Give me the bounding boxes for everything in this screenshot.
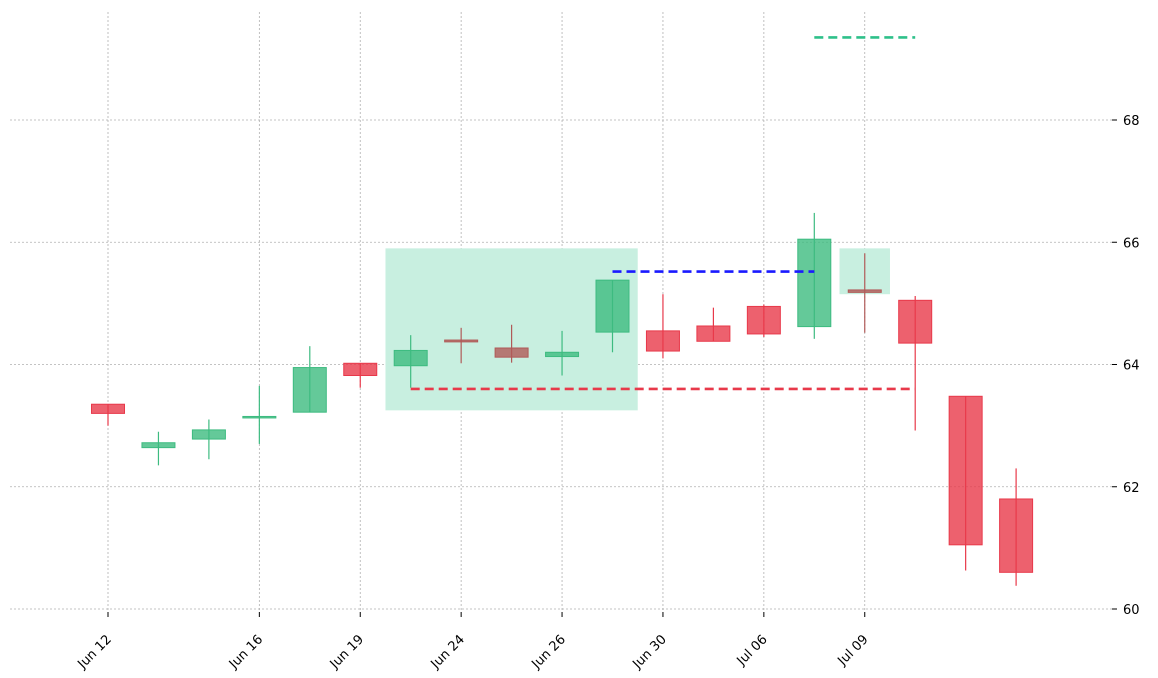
x-tick-label: Jun 30 <box>629 632 669 672</box>
x-tick-label: Jun 12 <box>75 632 115 672</box>
y-tick-label: 68 <box>1123 114 1140 129</box>
y-tick-label: 62 <box>1123 481 1140 496</box>
candle-body <box>393 349 428 367</box>
candle-body <box>696 325 731 342</box>
candle-body <box>141 442 176 449</box>
y-tick-label: 66 <box>1123 236 1140 251</box>
candle-body <box>494 347 529 358</box>
candle-body <box>91 403 125 414</box>
candle-body <box>545 351 580 358</box>
candle-body <box>191 429 226 440</box>
y-tick-label: 64 <box>1123 359 1140 374</box>
candle-body <box>242 415 277 419</box>
candle-layer <box>91 212 1034 586</box>
candle-body <box>999 498 1034 573</box>
candle-body <box>847 289 882 293</box>
x-tick-label: Jul 06 <box>734 632 771 669</box>
x-tick-label: Jun 19 <box>327 632 367 672</box>
candle-body <box>444 339 479 343</box>
candle-body <box>343 362 378 377</box>
candle-body <box>797 238 832 328</box>
y-tick-label: 60 <box>1123 603 1140 618</box>
x-tick-label: Jun 16 <box>226 632 266 672</box>
candle-body <box>746 305 781 335</box>
candle-body <box>292 367 327 413</box>
x-tick-label: Jun 26 <box>529 632 569 672</box>
x-tick-label: Jun 24 <box>428 632 468 672</box>
candle-body <box>595 279 630 333</box>
level-layer <box>410 36 916 391</box>
candle-body <box>948 395 983 546</box>
candle-body <box>898 299 933 344</box>
candle-body <box>645 330 680 352</box>
x-tick-label: Jul 09 <box>835 632 872 669</box>
